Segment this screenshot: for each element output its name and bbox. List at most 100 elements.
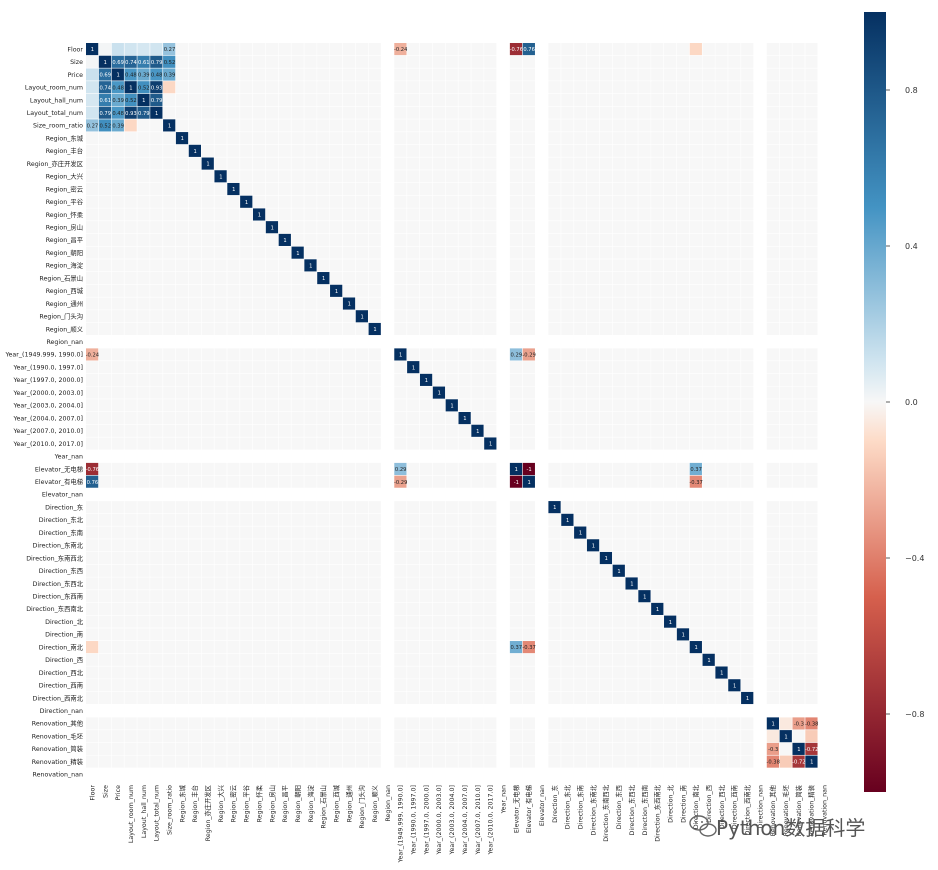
heatmap-cell bbox=[741, 157, 754, 170]
heatmap-cell bbox=[137, 208, 150, 221]
heatmap-cell bbox=[111, 615, 124, 628]
heatmap-cell bbox=[689, 475, 702, 488]
heatmap-cell bbox=[419, 704, 433, 717]
heatmap-cell bbox=[317, 475, 330, 488]
heatmap-cell bbox=[574, 501, 587, 514]
heatmap-cell bbox=[188, 475, 201, 488]
heatmap-cell bbox=[548, 653, 561, 666]
heatmap-cell bbox=[201, 297, 214, 310]
heatmap-cell bbox=[98, 93, 112, 107]
heatmap-cell bbox=[98, 246, 112, 259]
heatmap-cell bbox=[625, 590, 638, 603]
heatmap-cell bbox=[561, 742, 574, 755]
heatmap-cell bbox=[188, 310, 201, 323]
heatmap-cell bbox=[355, 641, 368, 654]
heatmap-cell bbox=[150, 526, 163, 539]
heatmap-cell bbox=[381, 513, 394, 526]
heatmap-cell bbox=[98, 284, 112, 297]
heatmap-cell bbox=[317, 488, 330, 501]
heatmap-cell bbox=[86, 513, 99, 526]
heatmap-cell bbox=[586, 539, 600, 552]
row-label: Year_(2003.0, 2004.0] bbox=[13, 403, 83, 410]
heatmap-cell bbox=[188, 297, 201, 310]
heatmap-cell bbox=[304, 335, 317, 348]
row-label: Layout_total_num bbox=[27, 110, 83, 117]
heatmap-cell bbox=[599, 310, 613, 323]
heatmap-cell bbox=[278, 730, 291, 743]
heatmap-cell bbox=[278, 297, 291, 310]
heatmap-cell bbox=[753, 55, 767, 68]
heatmap-cell bbox=[676, 81, 690, 94]
heatmap-cell bbox=[278, 259, 291, 272]
heatmap-cell bbox=[137, 704, 150, 717]
heatmap-cell bbox=[445, 602, 458, 615]
heatmap-cell bbox=[779, 182, 792, 196]
heatmap-cell bbox=[548, 615, 561, 628]
heatmap-cell bbox=[432, 106, 446, 119]
heatmap-cell bbox=[497, 157, 510, 170]
heatmap-cell bbox=[779, 119, 792, 132]
heatmap-cell bbox=[304, 590, 317, 603]
heatmap-cell bbox=[509, 513, 523, 526]
heatmap-cell bbox=[330, 182, 343, 196]
heatmap-cell bbox=[548, 157, 561, 170]
heatmap-cell bbox=[599, 590, 613, 603]
heatmap-cell bbox=[484, 132, 497, 145]
heatmap-cell bbox=[355, 653, 368, 666]
heatmap-cell bbox=[651, 322, 664, 336]
heatmap-cell bbox=[214, 564, 227, 577]
heatmap-cell bbox=[291, 755, 304, 768]
heatmap-cell bbox=[317, 81, 330, 94]
heatmap-cell bbox=[497, 68, 510, 81]
heatmap-cell bbox=[779, 755, 792, 768]
heatmap-cell bbox=[368, 628, 381, 641]
cell-value-label: -0.38 bbox=[805, 722, 818, 728]
heatmap-cell bbox=[188, 462, 201, 476]
heatmap-cell bbox=[651, 462, 664, 476]
heatmap-cell bbox=[676, 335, 690, 348]
heatmap-cell bbox=[214, 335, 227, 348]
heatmap-cell bbox=[753, 81, 767, 94]
heatmap-cell bbox=[265, 348, 279, 361]
heatmap-cell bbox=[702, 208, 715, 221]
heatmap-cell bbox=[445, 272, 458, 285]
heatmap-cell bbox=[766, 755, 780, 768]
heatmap-cell bbox=[419, 564, 433, 577]
cell-value-label: 1 bbox=[656, 607, 659, 613]
heatmap-cell bbox=[304, 322, 317, 336]
heatmap-cell bbox=[150, 246, 163, 259]
heatmap-cell bbox=[651, 526, 664, 539]
heatmap-cell bbox=[278, 742, 291, 755]
heatmap-cell bbox=[702, 170, 715, 183]
heatmap-cell bbox=[214, 501, 227, 514]
heatmap-cell bbox=[458, 182, 471, 196]
heatmap-cell bbox=[163, 577, 176, 590]
heatmap-cell bbox=[599, 691, 613, 705]
heatmap-cell bbox=[381, 182, 394, 196]
heatmap-cell bbox=[278, 93, 291, 107]
heatmap-cell bbox=[342, 348, 356, 361]
heatmap-cell bbox=[304, 233, 317, 246]
heatmap-cell bbox=[278, 310, 291, 323]
wechat-logo-icon bbox=[689, 815, 717, 837]
heatmap-cell bbox=[741, 106, 754, 119]
heatmap-cell bbox=[561, 462, 574, 476]
heatmap-cell bbox=[779, 93, 792, 107]
heatmap-cell bbox=[548, 768, 561, 781]
heatmap-grid: 1 0.27 -0.24 -0.76 0.761 0.69 0.74 0.61 0.79 0.52… bbox=[86, 43, 831, 781]
heatmap-cell bbox=[702, 144, 715, 157]
heatmap-cell bbox=[214, 691, 227, 705]
heatmap-cell bbox=[638, 551, 651, 565]
heatmap-cell bbox=[150, 310, 163, 323]
heatmap-cell bbox=[150, 717, 163, 730]
heatmap-cell bbox=[201, 526, 214, 539]
heatmap-cell bbox=[753, 590, 767, 603]
heatmap-cell bbox=[394, 717, 407, 730]
heatmap-cell bbox=[111, 501, 124, 514]
heatmap-cell bbox=[175, 233, 189, 246]
heatmap-cell bbox=[188, 386, 201, 399]
heatmap-cell bbox=[330, 450, 343, 463]
heatmap-cell bbox=[368, 577, 381, 590]
heatmap-cell bbox=[471, 450, 484, 463]
heatmap-cell bbox=[509, 322, 523, 336]
